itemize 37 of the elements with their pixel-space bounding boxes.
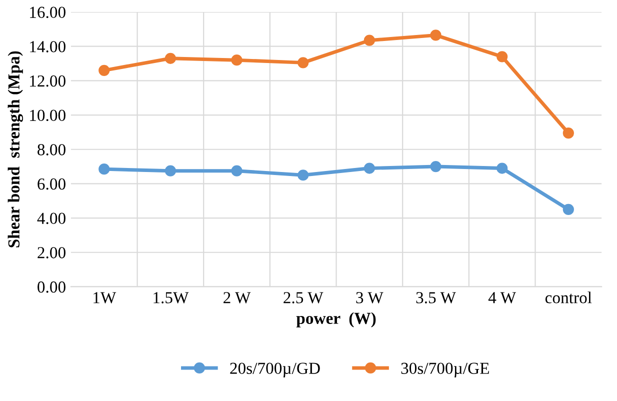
point [496,51,508,62]
point [164,52,176,64]
x-tick-label: 1W [94,292,116,304]
x-tick-label: 2.5 W [284,292,324,304]
legend-label: 20s/700µ/GD [230,362,320,378]
x-tick-label: 2 W [224,292,251,304]
point [430,160,442,172]
y-tick-label: 14.00 [30,41,66,52]
point [430,30,442,41]
point [298,170,309,181]
point [364,162,375,174]
y-tick-label: 16.00 [30,6,66,18]
legend-label: 30s/700µ/GE [401,362,489,378]
point [364,34,375,46]
x-tick-label: 3.5 W [416,292,456,304]
point [298,57,309,68]
x-axis-title: power (W) [296,312,376,328]
point [231,165,242,176]
y-tick-label: 8.00 [38,144,66,156]
y-tick-label: 6.00 [38,178,66,190]
y-tick-label: 4.00 [37,212,66,224]
point [98,164,110,175]
y-axis-title: Shear bond strength (Mpa) [8,51,24,248]
x-tick-label: 4 W [488,292,516,304]
y-tick-label: 10.00 [30,110,66,122]
point [562,128,574,139]
point [562,204,574,216]
x-tick-label: control [545,292,592,304]
point [231,54,242,66]
point [98,64,110,76]
x-tick-label: 1.5W [154,292,189,304]
point [496,162,508,174]
y-tick-label: 2.00 [38,247,66,258]
y-tick-label: 0.00 [38,281,66,293]
y-tick-label: 12.00 [30,75,66,87]
x-tick-label: 3 W [356,292,384,304]
point [164,165,176,176]
